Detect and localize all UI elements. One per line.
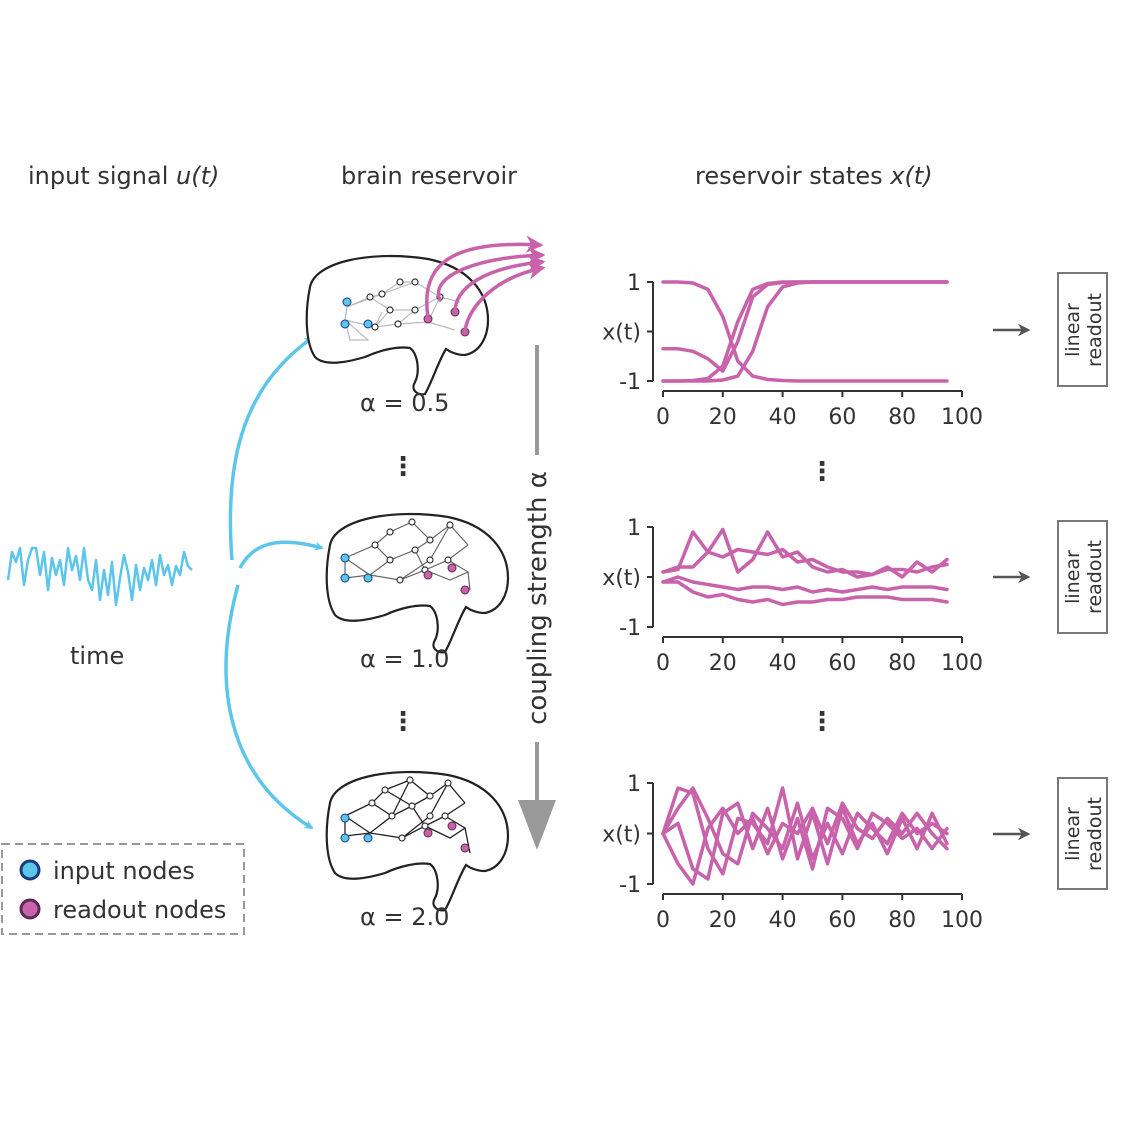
x-tick-label: 20 [709,405,737,430]
legend-readout-label: readout nodes [53,896,226,924]
readout-arrows [425,235,546,332]
coupling-strength-arrow: coupling strength α [518,345,556,850]
alpha-label-1.0: α = 1.0 [360,645,449,673]
time-label: time [70,642,124,670]
input-node-group [340,813,373,843]
input-node-group [340,297,373,329]
y-tick-label: -1 [619,616,641,641]
linear-readout-box [1057,520,1108,634]
legend-box [1,843,245,935]
linear-readout-label: linearreadout [1062,293,1106,367]
x-tick-label: 60 [828,405,856,430]
x-tick-label: 100 [941,405,983,430]
y-axis-label: x(t) [602,566,641,591]
linear-readout-box [1057,272,1108,387]
brain-outline [325,770,510,912]
y-tick-label: -1 [619,873,641,898]
y-tick-label: -1 [619,370,641,395]
state-series-2 [661,547,949,577]
brain-reservoir-alpha-1.0 [325,512,510,654]
state-series-3 [661,280,949,383]
y-tick-label: 1 [627,516,641,541]
state-series-1 [661,280,949,383]
linear-readout-label: linearreadout [1062,797,1106,871]
state-series-2 [661,280,949,373]
reservoir-state-chart-2: 1 -1 x(t) 0 20 40 60 80 100 [602,516,983,676]
legend: input nodes readout nodes [1,843,245,935]
linear-readout-label: linearreadout [1062,540,1106,614]
readout-node-swatch [19,898,41,920]
state-series-4 [661,801,949,886]
network-nodes [371,518,454,584]
input-arrow-to-alpha-2.0 [224,584,314,830]
readout-row-2: linearreadout [993,520,1108,634]
network-nodes [368,776,452,842]
legend-input-label: input nodes [53,857,195,885]
x-tick-label: 80 [888,651,916,676]
linear-readout-box [1057,777,1108,890]
x-tick-label: 40 [769,405,797,430]
x-tick-label: 60 [828,651,856,676]
input-node-group [340,553,373,583]
state-series-4 [661,280,949,383]
x-tick-label: 20 [709,908,737,933]
x-tick-label: 20 [709,651,737,676]
input-node-swatch [19,859,41,881]
ellipsis-4: ⋮ [809,707,835,737]
x-tick-label: 80 [888,405,916,430]
readout-node-group [423,821,470,853]
input-arrow-to-alpha-1.0 [238,540,324,569]
readout-node-group [423,307,470,337]
brain-reservoir-header: brain reservoir [341,162,517,190]
reservoir-state-charts: 1 -1 x(t) 0 20 40 60 80 100 1 -1 x(t) 0 20 40 60 80 100 1 -… [602,271,983,933]
input-signal-header: input signal u(t) [28,162,219,190]
x-tick-label: 0 [656,651,670,676]
input-arrow-to-alpha-0.5 [228,336,314,561]
coupling-strength-label: coupling strength α [523,471,553,725]
x-tick-label: 100 [941,651,983,676]
input-signal-waveform [6,546,193,607]
x-tick-label: 100 [941,908,983,933]
x-tick-label: 0 [656,405,670,430]
readout-row-3: linearreadout [993,777,1108,890]
reservoir-state-chart-1: 1 -1 x(t) 0 20 40 60 80 100 [602,271,983,430]
reservoir-states-header: reservoir states x(t) [695,162,933,190]
state-series-3 [661,575,949,594]
y-axis-label: x(t) [602,321,641,346]
x-tick-label: 0 [656,908,670,933]
state-series-4 [661,580,949,607]
x-tick-label: 40 [769,651,797,676]
ellipsis-1: ⋮ [390,452,416,482]
brain-reservoir-alpha-2.0 [325,770,510,912]
brain-reservoir-alpha-0.5 [305,254,490,396]
alpha-label-2.0: α = 2.0 [360,903,449,931]
ellipsis-2: ⋮ [390,707,416,737]
y-tick-label: 1 [627,772,641,797]
readout-row-1: linearreadout [993,272,1108,387]
x-tick-label: 80 [888,908,916,933]
brain-outline [325,512,510,654]
reservoir-state-chart-3: 1 -1 x(t) 0 20 40 60 80 100 [602,772,983,933]
ellipsis-3: ⋮ [809,457,835,487]
readout-node-group [423,563,470,595]
y-tick-label: 1 [627,271,641,296]
state-series-3 [661,801,949,881]
x-tick-label: 40 [769,908,797,933]
x-tick-label: 60 [828,908,856,933]
alpha-label-0.5: α = 0.5 [360,389,449,417]
y-axis-label: x(t) [602,823,641,848]
